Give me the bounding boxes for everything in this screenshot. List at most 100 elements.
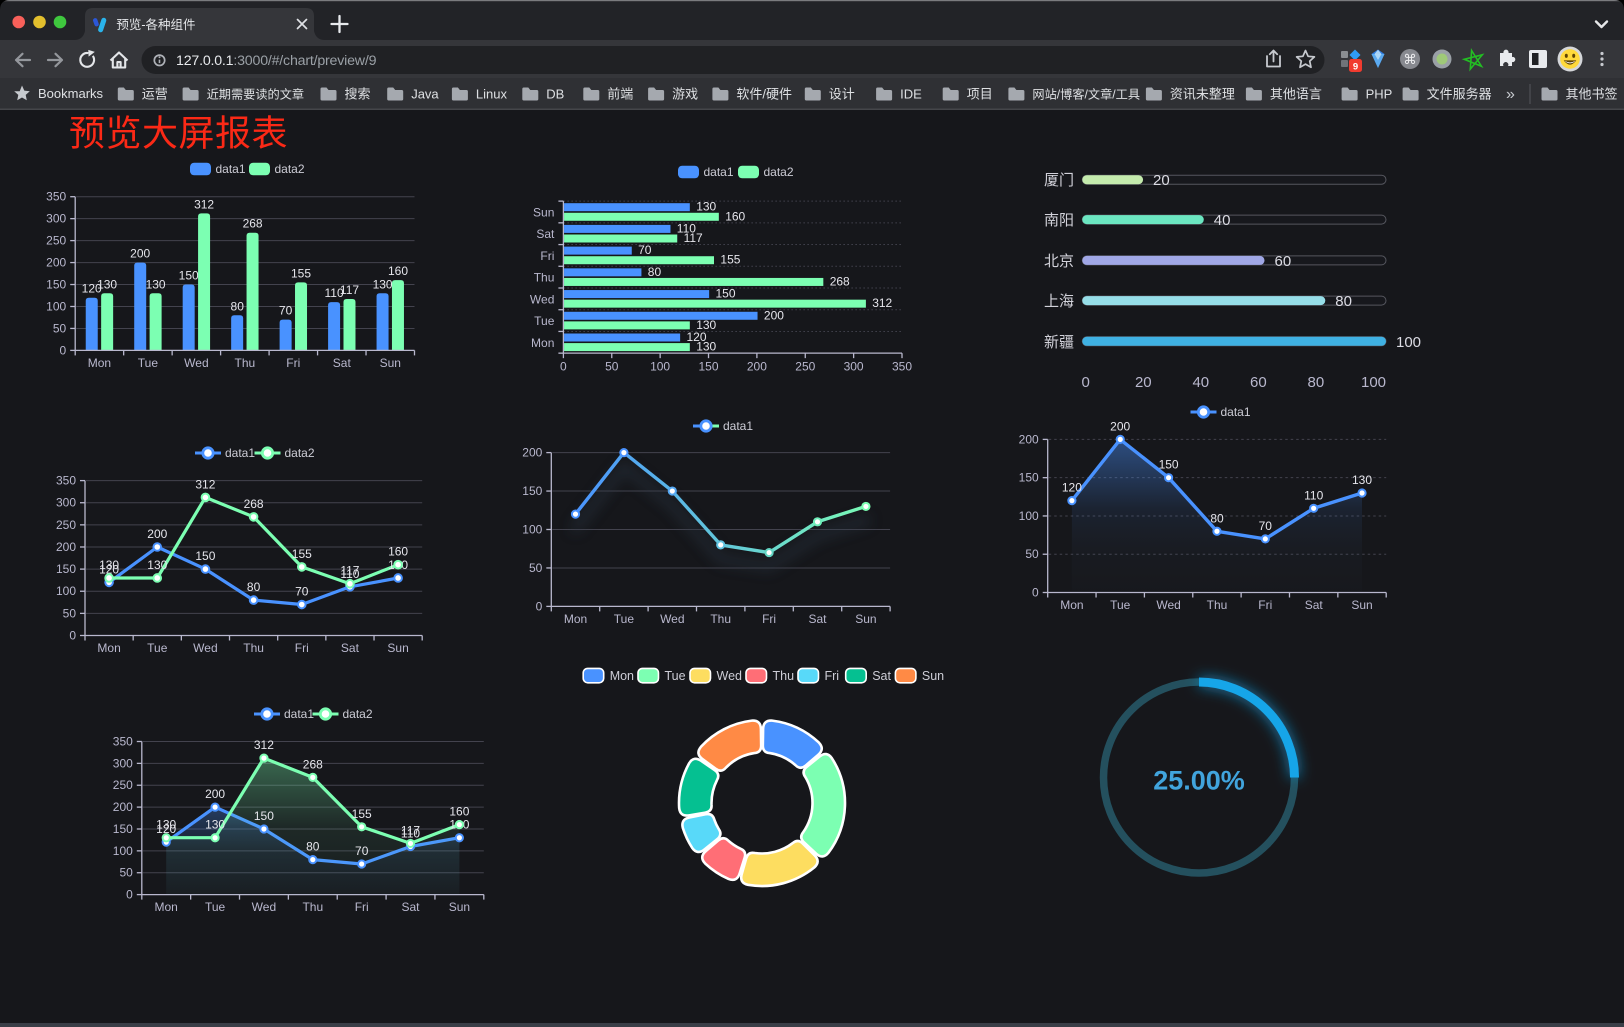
svg-text:130: 130 (97, 277, 117, 291)
svg-text:160: 160 (388, 264, 408, 278)
svg-text:Sun: Sun (1351, 598, 1372, 612)
svg-text:100: 100 (1361, 374, 1386, 391)
svg-text:Wed: Wed (252, 900, 276, 914)
svg-text:250: 250 (56, 518, 76, 532)
svg-text:200: 200 (113, 800, 133, 814)
svg-text:127.0.0.1:3000/#/chart/preview: 127.0.0.1:3000/#/chart/preview/9 (176, 53, 377, 69)
svg-text:120: 120 (1062, 481, 1082, 495)
svg-text:0: 0 (1032, 586, 1039, 600)
svg-text:Thu: Thu (1207, 598, 1228, 612)
svg-text:Thu: Thu (302, 900, 323, 914)
svg-text:130: 130 (696, 340, 716, 354)
svg-text:350: 350 (46, 190, 66, 204)
svg-text:Thu: Thu (710, 612, 731, 626)
svg-text:120: 120 (156, 822, 176, 836)
svg-text:350: 350 (113, 735, 133, 749)
svg-text:Wed: Wed (1156, 598, 1180, 612)
svg-text:data1: data1 (284, 707, 314, 721)
svg-text:新疆: 新疆 (1044, 334, 1074, 351)
svg-text:150: 150 (254, 809, 274, 823)
svg-text:110: 110 (325, 286, 344, 300)
svg-text:Wed: Wed (193, 641, 217, 655)
svg-text:268: 268 (243, 217, 263, 231)
svg-text:130: 130 (696, 318, 716, 332)
svg-text:其他语言: 其他语言 (1270, 87, 1322, 102)
svg-text:游戏: 游戏 (672, 87, 698, 102)
svg-text:Sat: Sat (1305, 598, 1324, 612)
svg-text:0: 0 (69, 629, 76, 643)
svg-text:Fri: Fri (762, 612, 776, 626)
svg-text:Java: Java (411, 87, 439, 102)
svg-text:预览-各种组件: 预览-各种组件 (116, 17, 195, 32)
svg-text:150: 150 (113, 822, 133, 836)
svg-text:300: 300 (113, 756, 133, 770)
svg-text:160: 160 (388, 545, 408, 559)
svg-text:Tue: Tue (534, 314, 555, 328)
svg-text:160: 160 (725, 209, 745, 223)
svg-text:70: 70 (638, 243, 652, 257)
svg-text:Sun: Sun (380, 356, 401, 370)
svg-text:312: 312 (194, 197, 214, 211)
svg-text:北京: 北京 (1044, 253, 1074, 270)
svg-text:200: 200 (147, 527, 167, 541)
svg-text:268: 268 (830, 274, 850, 288)
svg-text:0: 0 (60, 343, 67, 357)
svg-text:117: 117 (684, 231, 703, 245)
svg-text:Tue: Tue (205, 900, 226, 914)
svg-text:250: 250 (46, 234, 66, 248)
svg-text:data2: data2 (343, 707, 373, 721)
svg-text:110: 110 (340, 567, 359, 581)
svg-text:110: 110 (401, 827, 420, 841)
svg-text:120: 120 (82, 282, 102, 296)
svg-text:60: 60 (1275, 253, 1292, 270)
svg-text:130: 130 (156, 818, 176, 832)
svg-text:Fri: Fri (286, 356, 300, 370)
svg-text:80: 80 (1335, 293, 1352, 310)
svg-text:250: 250 (113, 778, 133, 792)
svg-text:0: 0 (560, 360, 567, 374)
svg-text:130: 130 (147, 558, 167, 572)
svg-text:0: 0 (536, 599, 543, 613)
svg-text:200: 200 (1110, 419, 1130, 433)
svg-text:312: 312 (195, 477, 215, 491)
svg-text:312: 312 (872, 296, 892, 310)
svg-text:150: 150 (46, 278, 66, 292)
svg-text:Mon: Mon (564, 612, 587, 626)
svg-text:130: 130 (146, 277, 166, 291)
svg-text:100: 100 (56, 584, 76, 598)
svg-text:Sun: Sun (449, 900, 470, 914)
svg-text:data1: data1 (704, 165, 734, 179)
svg-text:运营: 运营 (142, 87, 168, 102)
svg-text:300: 300 (844, 360, 864, 374)
svg-text:Fri: Fri (825, 669, 840, 683)
svg-text:250: 250 (795, 360, 815, 374)
svg-text:南阳: 南阳 (1044, 212, 1074, 229)
svg-text:Mon: Mon (610, 669, 634, 683)
svg-text:80: 80 (648, 265, 662, 279)
svg-text:130: 130 (205, 818, 225, 832)
svg-text:200: 200 (205, 787, 225, 801)
svg-text:268: 268 (303, 757, 323, 771)
svg-text:Fri: Fri (540, 249, 554, 263)
svg-text:Wed: Wed (660, 612, 684, 626)
svg-text:前端: 前端 (607, 87, 633, 102)
svg-text:130: 130 (99, 558, 119, 572)
svg-text:80: 80 (1308, 374, 1325, 391)
svg-text:项目: 项目 (967, 87, 993, 102)
svg-text:70: 70 (279, 304, 293, 318)
svg-text:100: 100 (650, 360, 670, 374)
svg-text:Tue: Tue (147, 641, 168, 655)
svg-text:200: 200 (764, 308, 784, 322)
svg-text:data2: data2 (764, 165, 794, 179)
svg-text:80: 80 (1210, 511, 1224, 525)
svg-text:117: 117 (340, 283, 359, 297)
svg-text:300: 300 (46, 212, 66, 226)
svg-text:Sat: Sat (536, 227, 555, 241)
svg-text:117: 117 (340, 564, 359, 578)
svg-text:150: 150 (1019, 471, 1039, 485)
svg-text:155: 155 (292, 547, 312, 561)
svg-text:268: 268 (244, 497, 264, 511)
svg-text:近期需要读的文章: 近期需要读的文章 (207, 87, 305, 102)
svg-text:50: 50 (529, 561, 543, 575)
svg-text:70: 70 (295, 585, 309, 599)
